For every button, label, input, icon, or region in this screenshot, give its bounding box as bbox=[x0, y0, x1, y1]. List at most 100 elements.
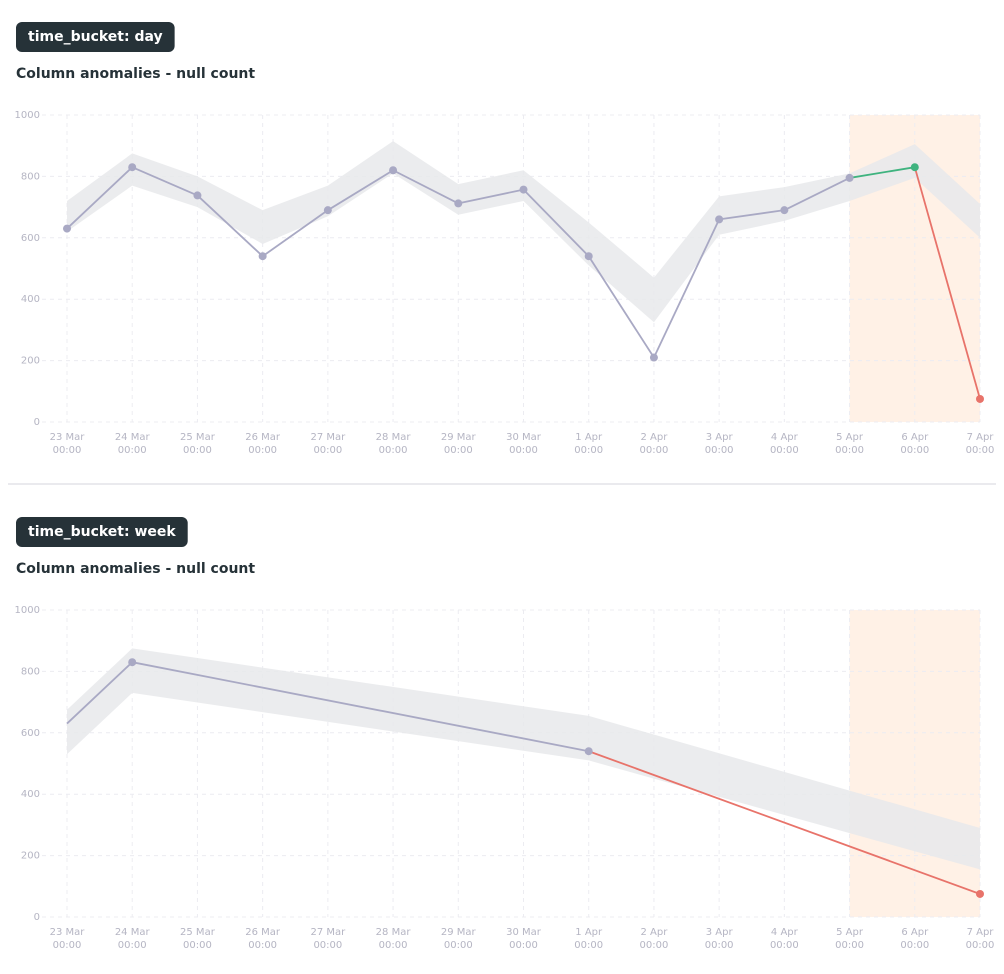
x-tick-label: 2 Apr bbox=[641, 432, 669, 443]
x-tick-label: 26 Mar bbox=[245, 927, 281, 938]
line-segment bbox=[913, 166, 981, 400]
line-segment bbox=[262, 209, 329, 257]
x-tick-sublabel: 00:00 bbox=[444, 445, 473, 456]
x-tick-label: 6 Apr bbox=[901, 927, 929, 938]
x-tick-label: 5 Apr bbox=[836, 927, 864, 938]
data-point bbox=[454, 199, 463, 208]
x-tick-label: 24 Mar bbox=[115, 432, 151, 443]
data-point bbox=[976, 394, 984, 403]
y-tick-label: 0 bbox=[34, 912, 40, 923]
data-point bbox=[845, 173, 854, 182]
line-segment bbox=[131, 166, 198, 197]
y-tick-label: 200 bbox=[21, 851, 40, 862]
y-tick-label: 800 bbox=[21, 666, 40, 677]
x-tick-sublabel: 00:00 bbox=[118, 940, 147, 951]
x-tick-sublabel: 00:00 bbox=[509, 940, 538, 951]
x-tick-sublabel: 00:00 bbox=[379, 940, 408, 951]
x-tick-label: 7 Apr bbox=[967, 432, 995, 443]
line-segment bbox=[653, 218, 720, 358]
x-tick-label: 23 Mar bbox=[50, 432, 86, 443]
line-segment bbox=[132, 661, 589, 753]
line-segment bbox=[522, 188, 590, 257]
x-tick-sublabel: 00:00 bbox=[509, 445, 538, 456]
x-tick-label: 25 Mar bbox=[180, 927, 216, 938]
x-tick-sublabel: 00:00 bbox=[248, 445, 277, 456]
data-point bbox=[323, 206, 332, 215]
x-tick-sublabel: 00:00 bbox=[900, 940, 929, 951]
data-point bbox=[584, 252, 593, 261]
x-tick-sublabel: 00:00 bbox=[379, 445, 408, 456]
expected-range-band bbox=[67, 648, 980, 870]
data-point bbox=[976, 889, 984, 898]
x-tick-sublabel: 00:00 bbox=[313, 940, 342, 951]
line-segment bbox=[783, 177, 850, 211]
y-tick-label: 600 bbox=[21, 233, 40, 244]
data-point bbox=[63, 224, 71, 233]
line-segment bbox=[66, 166, 133, 230]
x-tick-sublabel: 00:00 bbox=[183, 445, 212, 456]
expected-range-band bbox=[67, 141, 980, 323]
x-tick-sublabel: 00:00 bbox=[966, 445, 995, 456]
y-tick-label: 400 bbox=[21, 789, 40, 800]
x-tick-sublabel: 00:00 bbox=[53, 445, 82, 456]
line-segment bbox=[327, 169, 394, 211]
x-tick-label: 30 Mar bbox=[506, 432, 542, 443]
x-tick-sublabel: 00:00 bbox=[770, 445, 799, 456]
x-tick-sublabel: 00:00 bbox=[53, 940, 82, 951]
chart-title: Column anomalies - null count bbox=[16, 561, 255, 577]
data-point bbox=[389, 166, 398, 175]
line-segment bbox=[587, 255, 655, 359]
x-tick-label: 2 Apr bbox=[641, 927, 669, 938]
line-segment bbox=[849, 166, 915, 179]
line-segment bbox=[719, 209, 785, 221]
x-tick-label: 24 Mar bbox=[115, 927, 151, 938]
y-tick-label: 600 bbox=[21, 728, 40, 739]
y-tick-label: 1000 bbox=[15, 605, 40, 616]
data-point bbox=[193, 191, 202, 200]
badge bbox=[16, 517, 188, 547]
badge-text: time_bucket: day bbox=[28, 29, 163, 45]
x-tick-sublabel: 00:00 bbox=[444, 940, 473, 951]
x-tick-sublabel: 00:00 bbox=[574, 445, 603, 456]
x-tick-sublabel: 00:00 bbox=[640, 940, 669, 951]
x-tick-sublabel: 00:00 bbox=[770, 940, 799, 951]
data-point bbox=[258, 252, 267, 261]
x-tick-sublabel: 00:00 bbox=[705, 445, 734, 456]
x-tick-label: 4 Apr bbox=[771, 432, 799, 443]
x-tick-label: 26 Mar bbox=[245, 432, 281, 443]
x-tick-label: 4 Apr bbox=[771, 927, 799, 938]
y-tick-label: 0 bbox=[34, 417, 40, 428]
x-tick-sublabel: 00:00 bbox=[835, 445, 864, 456]
badge bbox=[16, 22, 175, 52]
data-point bbox=[128, 658, 137, 667]
x-tick-sublabel: 00:00 bbox=[966, 940, 995, 951]
x-tick-sublabel: 00:00 bbox=[183, 940, 212, 951]
x-tick-sublabel: 00:00 bbox=[705, 940, 734, 951]
x-tick-sublabel: 00:00 bbox=[640, 445, 669, 456]
data-point bbox=[780, 206, 789, 215]
line-segment bbox=[196, 194, 264, 257]
data-point bbox=[584, 747, 593, 756]
y-tick-label: 200 bbox=[21, 356, 40, 367]
line-segment bbox=[392, 169, 459, 205]
x-tick-label: 7 Apr bbox=[967, 927, 995, 938]
x-tick-sublabel: 00:00 bbox=[248, 940, 277, 951]
y-tick-label: 800 bbox=[21, 171, 40, 182]
x-tick-label: 3 Apr bbox=[706, 927, 734, 938]
data-point bbox=[519, 185, 528, 194]
x-tick-label: 5 Apr bbox=[836, 432, 864, 443]
x-tick-label: 29 Mar bbox=[441, 432, 477, 443]
x-tick-sublabel: 00:00 bbox=[313, 445, 342, 456]
y-tick-label: 1000 bbox=[15, 110, 40, 121]
x-tick-label: 27 Mar bbox=[310, 927, 346, 938]
x-tick-label: 3 Apr bbox=[706, 432, 734, 443]
x-tick-label: 27 Mar bbox=[310, 432, 346, 443]
x-tick-label: 1 Apr bbox=[575, 432, 603, 443]
x-tick-label: 25 Mar bbox=[180, 432, 216, 443]
x-tick-label: 23 Mar bbox=[50, 927, 86, 938]
line-segment bbox=[458, 188, 524, 205]
x-tick-label: 28 Mar bbox=[376, 432, 412, 443]
x-tick-sublabel: 00:00 bbox=[900, 445, 929, 456]
data-point bbox=[910, 163, 919, 172]
